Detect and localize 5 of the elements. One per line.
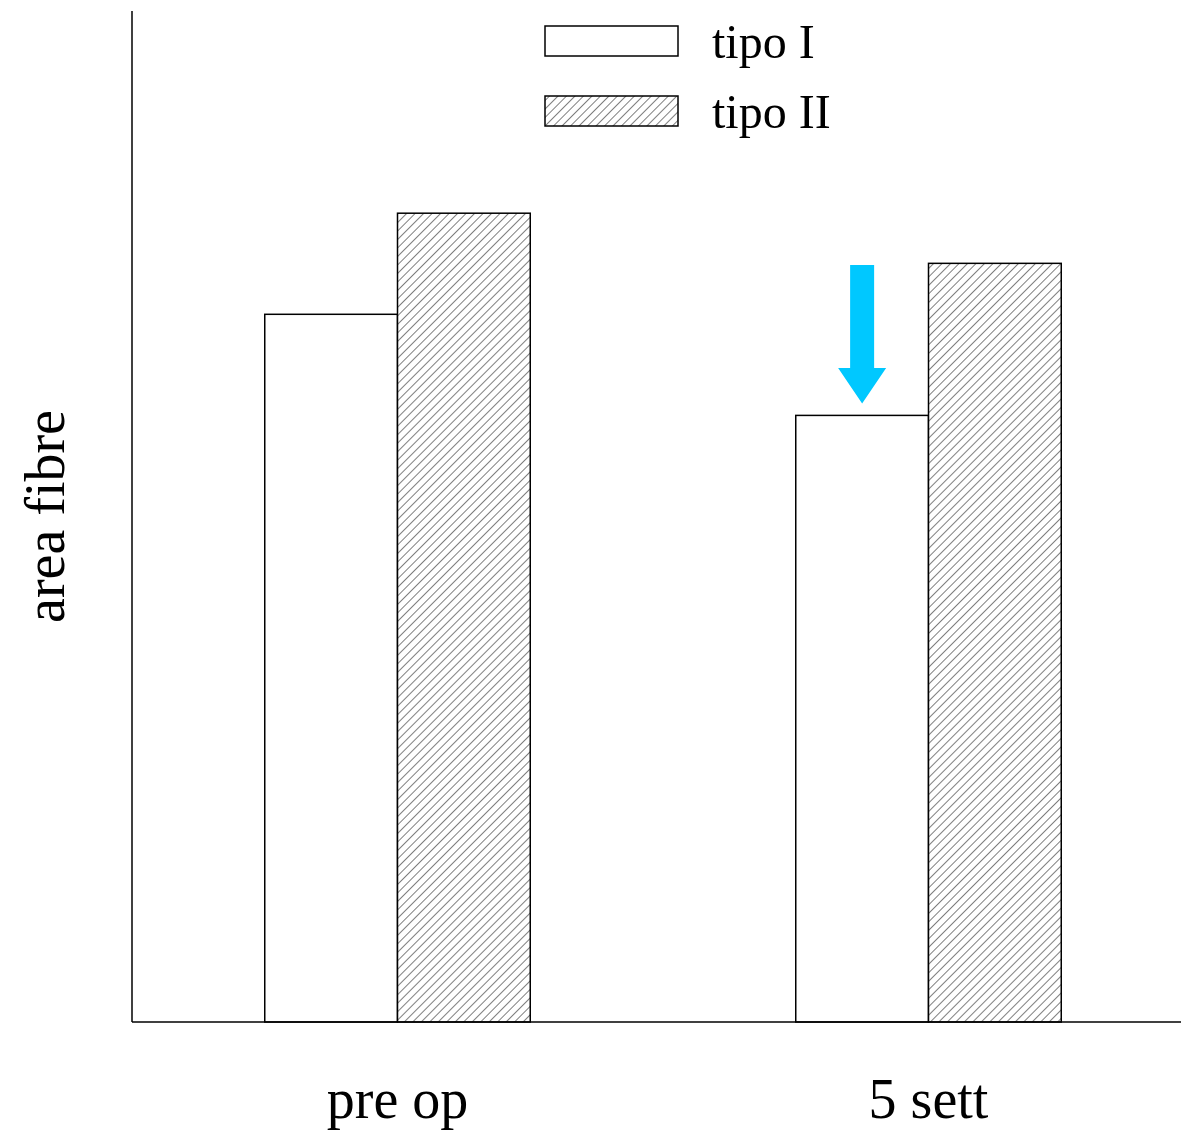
legend-label: tipo I (712, 15, 815, 68)
y-axis-title: area fibre (14, 410, 76, 623)
x-tick-label: 5 sett (868, 1068, 989, 1130)
x-tick-label: pre op (326, 1068, 469, 1130)
legend-label: tipo II (712, 85, 831, 138)
